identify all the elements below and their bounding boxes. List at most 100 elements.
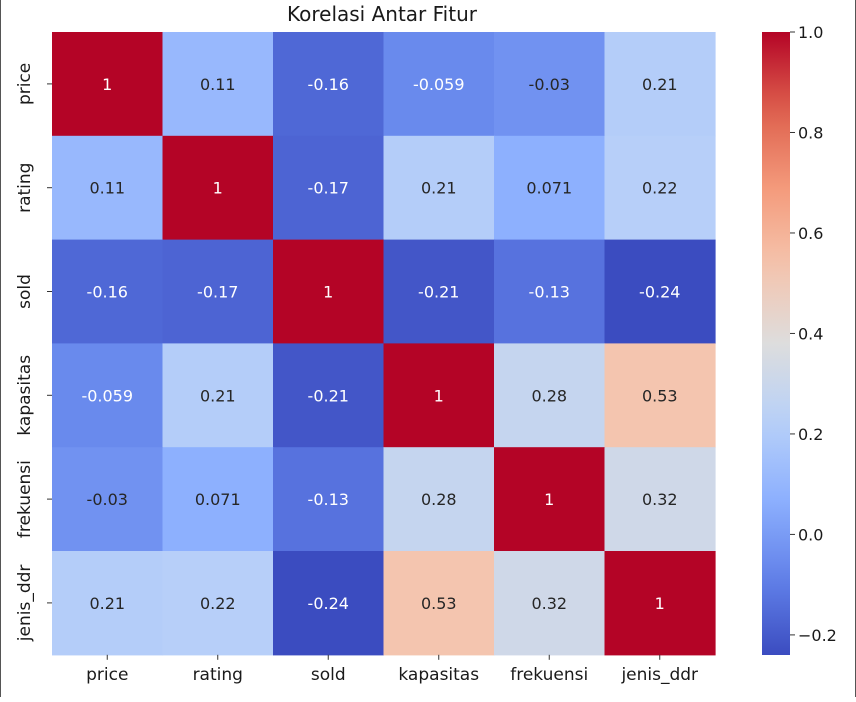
heatmap-cell-price-frekuensi bbox=[494, 32, 606, 137]
cell-annotation: -0.24 bbox=[308, 594, 349, 613]
heatmap-cell-rating-jenis_ddr bbox=[604, 135, 716, 241]
cell-annotation: -0.13 bbox=[529, 283, 570, 302]
cell-annotation: -0.21 bbox=[308, 386, 349, 405]
heatmap-cell-price-kapasitas bbox=[383, 32, 495, 137]
heatmap-cell-frekuensi-price bbox=[52, 447, 164, 552]
x-tick-label-rating: rating bbox=[193, 665, 243, 685]
heatmap-cell-frekuensi-rating bbox=[162, 447, 274, 552]
cell-annotation: 1 bbox=[655, 594, 665, 613]
colorbar-tick-label: 1.0 bbox=[798, 23, 823, 42]
cell-annotation: 0.22 bbox=[200, 594, 236, 613]
colorbar-tick-label: 0.2 bbox=[798, 425, 823, 444]
cell-annotation: 0.071 bbox=[195, 490, 241, 509]
heatmap-cells bbox=[52, 32, 716, 656]
cell-annotation: 1 bbox=[102, 75, 112, 94]
cell-annotation: 0.53 bbox=[642, 386, 678, 405]
x-tick-label-price: price bbox=[86, 665, 128, 685]
heatmap-cell-price-sold bbox=[273, 32, 385, 137]
cell-annotation: -0.059 bbox=[413, 75, 465, 94]
y-tick-label-frekuensi: frekuensi bbox=[15, 460, 35, 538]
heatmap-cell-rating-sold bbox=[273, 135, 385, 241]
x-tick-label-jenis_ddr: jenis_ddr bbox=[620, 665, 698, 685]
heatmap-cell-kapasitas-sold bbox=[273, 343, 385, 448]
y-tick-label-price: price bbox=[15, 63, 35, 105]
x-tick-label-frekuensi: frekuensi bbox=[510, 665, 588, 685]
y-tick-label-rating: rating bbox=[15, 163, 35, 213]
heatmap-cell-price-rating bbox=[162, 32, 274, 137]
heatmap-cell-frekuensi-frekuensi bbox=[494, 447, 606, 552]
cell-annotation: 0.28 bbox=[531, 386, 567, 405]
heatmap-cell-price-jenis_ddr bbox=[604, 32, 716, 137]
cell-annotation: 1 bbox=[434, 386, 444, 405]
cell-annotation: 1 bbox=[323, 283, 333, 302]
colorbar-tick-label: 0.8 bbox=[798, 123, 823, 142]
cell-annotation: 0.21 bbox=[421, 179, 457, 198]
cell-annotation: -0.16 bbox=[87, 283, 128, 302]
cell-annotation: -0.16 bbox=[308, 75, 349, 94]
cell-annotation: 0.21 bbox=[89, 594, 125, 613]
cell-annotation: -0.17 bbox=[308, 179, 349, 198]
heatmap-cell-frekuensi-jenis_ddr bbox=[604, 447, 716, 552]
heatmap-cell-jenis_ddr-frekuensi bbox=[494, 551, 606, 656]
cell-annotation: 0.21 bbox=[200, 386, 236, 405]
heatmap-cell-sold-kapasitas bbox=[383, 239, 495, 344]
cell-annotation: -0.21 bbox=[418, 283, 459, 302]
heatmap-cell-kapasitas-jenis_ddr bbox=[604, 343, 716, 448]
cell-annotation: -0.03 bbox=[87, 490, 128, 509]
chart-title: Korelasi Antar Fitur bbox=[287, 2, 478, 26]
heatmap-cell-sold-frekuensi bbox=[494, 239, 606, 344]
cell-annotation: 0.53 bbox=[421, 594, 457, 613]
cell-annotation: 0.32 bbox=[531, 594, 567, 613]
cell-annotation: 0.21 bbox=[642, 75, 678, 94]
heatmap-cell-kapasitas-price bbox=[52, 343, 164, 448]
colorbar-tick-label: 0.4 bbox=[798, 324, 823, 343]
x-tick-label-sold: sold bbox=[311, 665, 346, 685]
cell-annotation: 0.22 bbox=[642, 179, 678, 198]
heatmap-cell-price-price bbox=[52, 32, 164, 137]
heatmap-cell-kapasitas-rating bbox=[162, 343, 274, 448]
heatmap-cell-rating-frekuensi bbox=[494, 135, 606, 241]
heatmap-cell-sold-jenis_ddr bbox=[604, 239, 716, 344]
cell-annotation: 0.11 bbox=[89, 179, 125, 198]
heatmap-cell-jenis_ddr-rating bbox=[162, 551, 274, 656]
cell-annotation: -0.059 bbox=[81, 386, 133, 405]
colorbar: −0.2 0.0 0.2 0.4 0.6 0.8 1.0 bbox=[762, 23, 837, 655]
cell-annotation: 0.071 bbox=[526, 179, 572, 198]
colorbar-gradient bbox=[762, 32, 790, 655]
colorbar-tick-label: 0.6 bbox=[798, 224, 823, 243]
cell-annotation: 0.32 bbox=[642, 490, 678, 509]
heatmap-cell-jenis_ddr-kapasitas bbox=[383, 551, 495, 656]
cell-annotation: 0.11 bbox=[200, 75, 236, 94]
y-tick-label-sold: sold bbox=[15, 274, 35, 309]
cell-annotation: -0.03 bbox=[529, 75, 570, 94]
heatmap-cell-rating-price bbox=[52, 135, 164, 241]
heatmap-cell-sold-sold bbox=[273, 239, 385, 344]
cell-annotation: 0.28 bbox=[421, 490, 457, 509]
x-tick-label-kapasitas: kapasitas bbox=[398, 665, 479, 685]
heatmap-cell-jenis_ddr-sold bbox=[273, 551, 385, 656]
colorbar-tick-label: 0.0 bbox=[798, 525, 823, 544]
heatmap-cell-frekuensi-sold bbox=[273, 447, 385, 552]
heatmap-cell-kapasitas-kapasitas bbox=[383, 343, 495, 448]
colorbar-tick-label: −0.2 bbox=[798, 626, 837, 645]
y-tick-label-kapasitas: kapasitas bbox=[15, 355, 35, 436]
cell-annotation: -0.24 bbox=[639, 283, 680, 302]
cell-annotation: 1 bbox=[213, 179, 223, 198]
cell-annotation: -0.17 bbox=[197, 283, 238, 302]
heatmap-cell-rating-rating bbox=[162, 135, 274, 241]
heatmap-cell-jenis_ddr-jenis_ddr bbox=[604, 551, 716, 656]
heatmap-cell-sold-price bbox=[52, 239, 164, 344]
x-axis-ticks: price rating sold kapasitas frekuensi jenis_d… bbox=[86, 654, 698, 685]
y-tick-label-jenis_ddr: jenis_ddr bbox=[15, 565, 35, 643]
heatmap-cell-frekuensi-kapasitas bbox=[383, 447, 495, 552]
cell-annotation: 1 bbox=[544, 490, 554, 509]
cell-annotation: -0.13 bbox=[308, 490, 349, 509]
cell-annotations: 1 0.11 -0.16 -0.059 -0.03 0.21 0.11 1 -0.17 0.21 0… bbox=[81, 75, 680, 613]
heatmap-cell-sold-rating bbox=[162, 239, 274, 344]
heatmap-cell-jenis_ddr-price bbox=[52, 551, 164, 656]
heatmap-cell-rating-kapasitas bbox=[383, 135, 495, 241]
heatmap-cell-kapasitas-frekuensi bbox=[494, 343, 606, 448]
y-axis-ticks: price rating sold kapasitas frekuensi jenis_d… bbox=[15, 63, 52, 642]
